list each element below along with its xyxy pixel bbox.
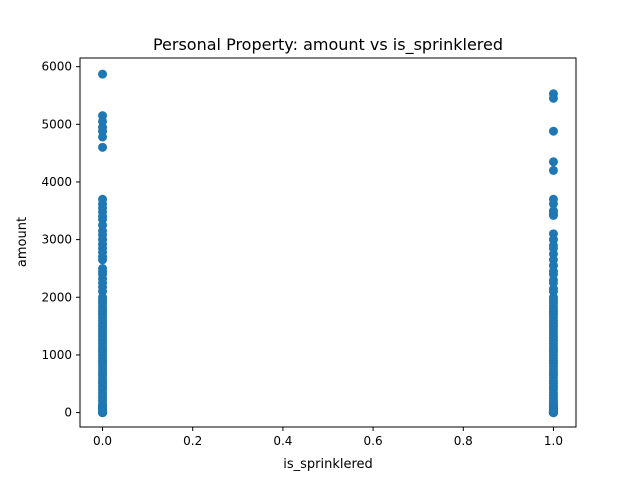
x-axis-ticks: 0.0 0.2 0.4 0.6 0.8 1.0 [93, 427, 563, 448]
data-point [548, 408, 558, 418]
x-axis-label: is_sprinklered [283, 457, 373, 472]
y-tick-label: 3000 [41, 233, 72, 247]
y-tick-label: 4000 [41, 175, 72, 189]
x-tick-label: 0.0 [93, 434, 112, 448]
x-tick-label: 0.4 [273, 434, 292, 448]
x-tick-label: 0.6 [364, 434, 383, 448]
x-tick-label: 0.8 [454, 434, 473, 448]
y-axis-ticks: 0 1000 2000 3000 4000 5000 6000 [41, 60, 80, 420]
data-point [548, 199, 558, 209]
data-point [98, 69, 108, 79]
data-point [98, 408, 108, 418]
y-tick-label: 0 [64, 406, 72, 420]
y-axis-label: amount [15, 217, 30, 267]
y-tick-label: 5000 [41, 117, 72, 131]
y-tick-label: 2000 [41, 290, 72, 304]
y-tick-label: 1000 [41, 348, 72, 362]
data-point [548, 157, 558, 167]
data-point [548, 93, 558, 103]
data-point [98, 132, 108, 142]
data-point [548, 210, 558, 220]
data-point [548, 165, 558, 175]
chart-title: Personal Property: amount vs is_sprinkle… [153, 35, 503, 55]
x-tick-label: 1.0 [544, 434, 563, 448]
plot-frame [79, 57, 577, 428]
data-point [548, 126, 558, 136]
x-tick-label: 0.2 [183, 434, 202, 448]
data-point [98, 255, 108, 265]
data-points [98, 69, 558, 418]
data-point [98, 142, 108, 152]
y-tick-label: 6000 [41, 60, 72, 74]
